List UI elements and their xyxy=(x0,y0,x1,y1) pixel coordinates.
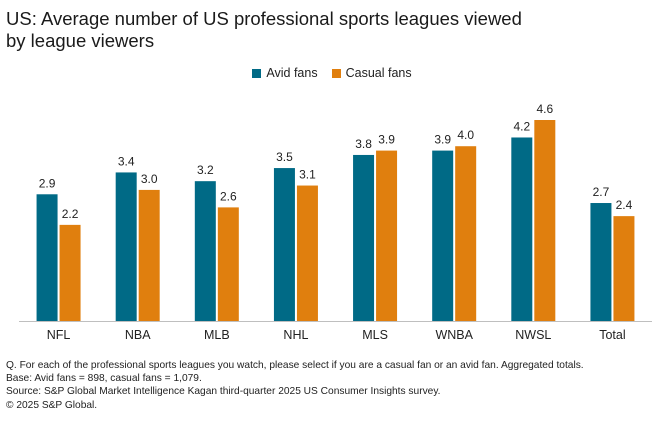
legend-swatch-avid xyxy=(252,68,262,78)
data-label-nhl-avid: 3.5 xyxy=(276,150,293,164)
chart-legend: Avid fans Casual fans xyxy=(0,66,664,80)
bar-nwsl-avid xyxy=(511,137,533,321)
x-tick-label-nfl: NFL xyxy=(47,328,71,342)
bar-wnba-casual xyxy=(455,146,477,321)
bar-total-casual xyxy=(613,216,635,321)
data-label-mlb-avid: 3.2 xyxy=(197,163,214,177)
x-tick-label-nhl: NHL xyxy=(283,328,308,342)
data-label-nfl-avid: 2.9 xyxy=(39,176,56,190)
x-tick-label-wnba: WNBA xyxy=(435,328,473,342)
legend-label-avid: Avid fans xyxy=(266,66,318,80)
data-label-mlb-casual: 2.6 xyxy=(220,189,237,203)
data-label-nba-avid: 3.4 xyxy=(118,154,135,168)
bar-mlb-avid xyxy=(194,181,216,321)
data-label-nba-casual: 3.0 xyxy=(141,172,158,186)
data-label-nhl-casual: 3.1 xyxy=(299,168,316,182)
data-label-mls-casual: 3.9 xyxy=(378,133,395,147)
data-label-wnba-avid: 3.9 xyxy=(434,133,451,147)
data-label-nwsl-casual: 4.6 xyxy=(536,102,553,116)
legend-item-avid: Avid fans xyxy=(252,66,318,80)
bar-mls-avid xyxy=(353,154,375,321)
bar-mls-casual xyxy=(376,150,398,321)
copyright-note: © 2025 S&P Global. xyxy=(6,399,98,411)
x-tick-label-mls: MLS xyxy=(362,328,388,342)
x-tick-label-nwsl: NWSL xyxy=(515,328,551,342)
bar-nwsl-casual xyxy=(534,120,556,321)
bar-mlb-casual xyxy=(217,207,239,321)
bar-nba-avid xyxy=(115,172,137,321)
base-note: Base: Avid fans = 898, casual fans = 1,0… xyxy=(6,373,202,385)
bar-nhl-casual xyxy=(296,185,318,321)
bar-wnba-avid xyxy=(432,150,454,321)
bar-nfl-casual xyxy=(59,224,81,321)
bar-chart: 2.9 2.2 NFL 3.4 3.0 NBA 3.2 2.6 MLB 3.5 3.1 NHL 3.8 3… xyxy=(19,102,652,342)
chart-title: US: Average number of US professional sp… xyxy=(6,8,646,52)
bar-nba-casual xyxy=(138,189,160,321)
data-label-nfl-casual: 2.2 xyxy=(62,207,79,221)
data-label-mls-avid: 3.8 xyxy=(355,137,372,151)
data-label-total-casual: 2.4 xyxy=(616,198,633,212)
survey-question-note: Q. For each of the professional sports l… xyxy=(6,360,584,371)
legend-item-casual: Casual fans xyxy=(331,66,412,80)
legend-swatch-casual xyxy=(331,68,341,78)
source-note: Source: S&P Global Market Intelligence K… xyxy=(6,386,441,398)
data-label-nwsl-avid: 4.2 xyxy=(513,119,530,133)
data-label-total-avid: 2.7 xyxy=(593,185,610,199)
legend-label-casual: Casual fans xyxy=(345,66,412,80)
chart-title-line-1: US: Average number of US professional sp… xyxy=(6,8,522,29)
data-label-wnba-casual: 4.0 xyxy=(457,128,474,142)
x-tick-label-nba: NBA xyxy=(125,328,151,342)
chart-title-line-2: by league viewers xyxy=(6,30,155,51)
x-tick-label-mlb: MLB xyxy=(204,328,230,342)
bar-nfl-avid xyxy=(36,194,58,321)
bar-total-avid xyxy=(590,203,612,321)
chart-notes: Q. For each of the professional sports l… xyxy=(6,359,661,412)
x-tick-label-total: Total xyxy=(599,328,625,342)
bar-nhl-avid xyxy=(273,168,295,321)
